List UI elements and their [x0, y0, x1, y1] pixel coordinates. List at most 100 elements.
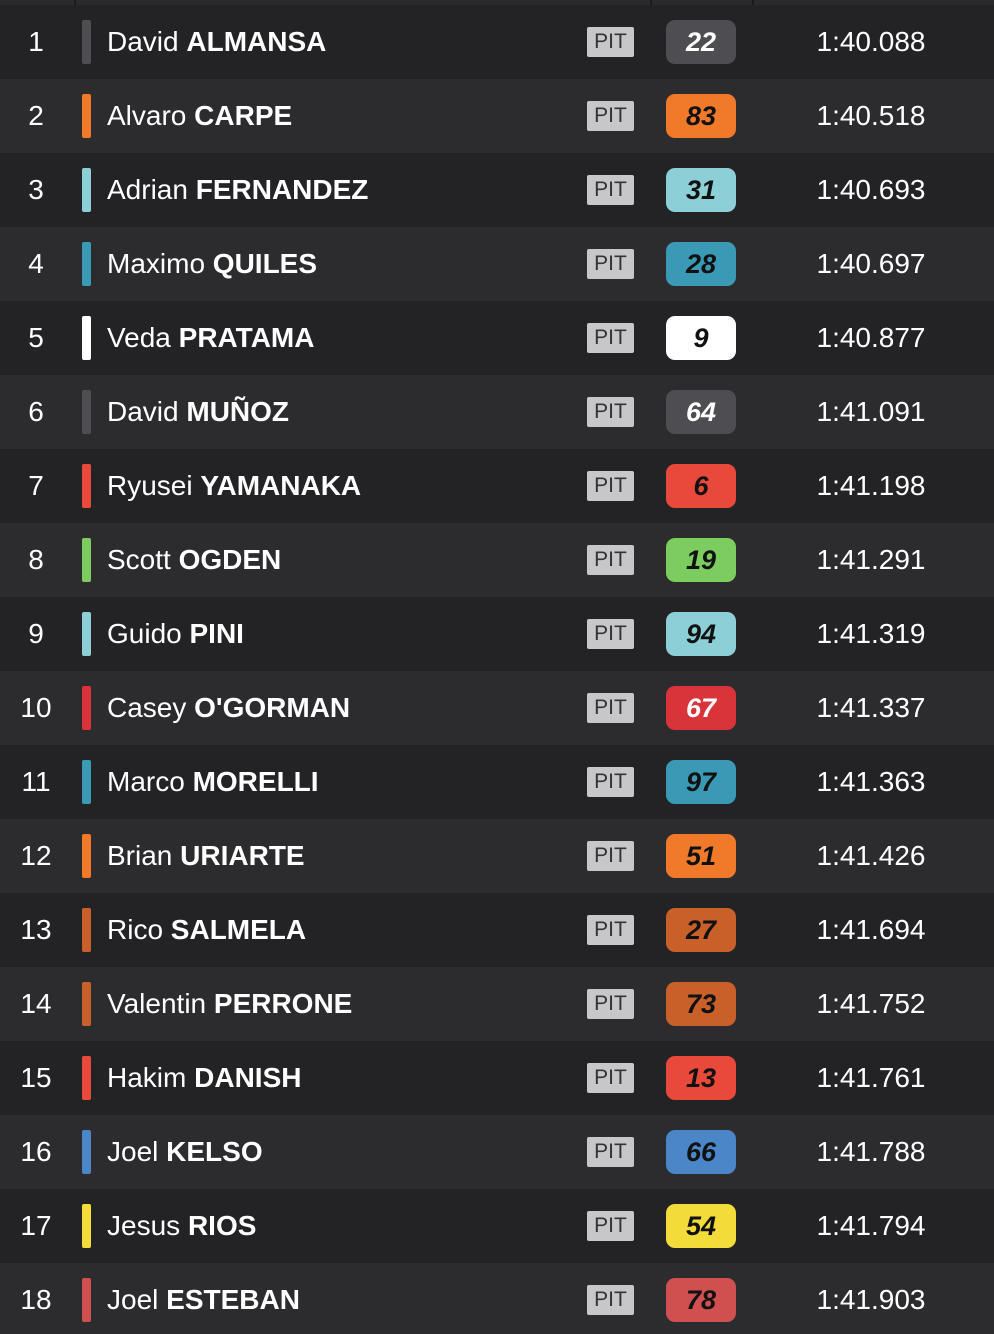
rider-row: 3 Adrian FERNANDEZ PIT 31 1:40.693	[0, 153, 994, 227]
last-name: ALMANSA	[186, 26, 327, 57]
rider-number: 9	[666, 316, 736, 360]
position: 17	[20, 1210, 52, 1241]
separator	[650, 0, 652, 5]
first-name: Brian	[107, 840, 173, 871]
pit-badge: PIT	[587, 1063, 634, 1093]
rider-row: 4 Maximo QUILES PIT 28 1:40.697	[0, 227, 994, 301]
last-name: MORELLI	[192, 766, 319, 797]
position: 13	[20, 914, 52, 945]
position: 2	[28, 100, 44, 131]
rider-name: Scott OGDEN	[107, 523, 281, 597]
pit-badge: PIT	[587, 619, 634, 649]
position: 9	[28, 618, 44, 649]
team-color-bar	[82, 94, 91, 138]
rider-number: 94	[666, 612, 736, 656]
lap-time: 1:41.694	[816, 914, 926, 945]
last-name: O'GORMAN	[194, 692, 351, 723]
team-color-bar	[82, 1278, 91, 1322]
last-name: ESTEBAN	[166, 1284, 300, 1315]
lap-time: 1:40.088	[816, 26, 926, 57]
team-color-bar	[82, 834, 91, 878]
last-name: PRATAMA	[178, 322, 315, 353]
first-name: Scott	[107, 544, 171, 575]
rider-row: 13 Rico SALMELA PIT 27 1:41.694	[0, 893, 994, 967]
rider-name: Rico SALMELA	[107, 893, 306, 967]
separator	[74, 0, 76, 5]
rider-row: 9 Guido PINI PIT 94 1:41.319	[0, 597, 994, 671]
pit-badge: PIT	[587, 693, 634, 723]
rider-number: 73	[666, 982, 736, 1026]
lap-time: 1:41.363	[816, 766, 926, 797]
rider-name: David ALMANSA	[107, 5, 326, 79]
rider-row: 15 Hakim DANISH PIT 13 1:41.761	[0, 1041, 994, 1115]
rider-number: 22	[666, 20, 736, 64]
first-name: Ryusei	[107, 470, 193, 501]
last-name: YAMANAKA	[200, 470, 362, 501]
rider-name: Casey O'GORMAN	[107, 671, 350, 745]
rider-name: Jesus RIOS	[107, 1189, 256, 1263]
pit-badge: PIT	[587, 471, 634, 501]
rider-row: 1 David ALMANSA PIT 22 1:40.088	[0, 5, 994, 79]
rider-number: 54	[666, 1204, 736, 1248]
team-color-bar	[82, 982, 91, 1026]
team-color-bar	[82, 538, 91, 582]
first-name: Valentin	[107, 988, 207, 1019]
lap-time: 1:41.091	[816, 396, 926, 427]
team-color-bar	[82, 760, 91, 804]
rider-name: Veda PRATAMA	[107, 301, 314, 375]
rider-number: 97	[666, 760, 736, 804]
last-name: PERRONE	[213, 988, 353, 1019]
header-strip	[0, 0, 994, 5]
last-name: OGDEN	[178, 544, 282, 575]
pit-badge: PIT	[587, 175, 634, 205]
position: 6	[28, 396, 44, 427]
rider-row: 2 Alvaro CARPE PIT 83 1:40.518	[0, 79, 994, 153]
rider-name: Joel KELSO	[107, 1115, 263, 1189]
rider-row: 12 Brian URIARTE PIT 51 1:41.426	[0, 819, 994, 893]
rider-name: Brian URIARTE	[107, 819, 305, 893]
rider-number: 27	[666, 908, 736, 952]
team-color-bar	[82, 908, 91, 952]
rider-number: 19	[666, 538, 736, 582]
rider-name: Adrian FERNANDEZ	[107, 153, 368, 227]
rider-row: 6 David MUÑOZ PIT 64 1:41.091	[0, 375, 994, 449]
rider-name: Valentin PERRONE	[107, 967, 352, 1041]
last-name: DANISH	[194, 1062, 302, 1093]
rider-name: Alvaro CARPE	[107, 79, 292, 153]
team-color-bar	[82, 1204, 91, 1248]
position: 12	[20, 840, 52, 871]
team-color-bar	[82, 686, 91, 730]
rider-number: 51	[666, 834, 736, 878]
rider-number: 13	[666, 1056, 736, 1100]
rider-number: 83	[666, 94, 736, 138]
rider-row: 16 Joel KELSO PIT 66 1:41.788	[0, 1115, 994, 1189]
first-name: Veda	[107, 322, 171, 353]
rider-row: 14 Valentin PERRONE PIT 73 1:41.752	[0, 967, 994, 1041]
lap-time: 1:41.903	[816, 1284, 926, 1315]
pit-badge: PIT	[587, 101, 634, 131]
rider-name: Guido PINI	[107, 597, 244, 671]
team-color-bar	[82, 316, 91, 360]
team-color-bar	[82, 242, 91, 286]
rider-row: 5 Veda PRATAMA PIT 9 1:40.877	[0, 301, 994, 375]
lap-time: 1:41.752	[816, 988, 926, 1019]
rider-row: 18 Joel ESTEBAN PIT 78 1:41.903	[0, 1263, 994, 1334]
first-name: Hakim	[107, 1062, 187, 1093]
separator	[752, 0, 754, 5]
team-color-bar	[82, 168, 91, 212]
position: 14	[20, 988, 52, 1019]
lap-time: 1:41.198	[816, 470, 926, 501]
lap-time: 1:41.337	[816, 692, 926, 723]
position: 8	[28, 544, 44, 575]
position: 3	[28, 174, 44, 205]
lap-time: 1:41.291	[816, 544, 926, 575]
rider-row: 11 Marco MORELLI PIT 97 1:41.363	[0, 745, 994, 819]
position: 11	[21, 766, 51, 797]
first-name: Joel	[107, 1136, 159, 1167]
team-color-bar	[82, 390, 91, 434]
rider-name: Joel ESTEBAN	[107, 1263, 300, 1334]
rider-row: 8 Scott OGDEN PIT 19 1:41.291	[0, 523, 994, 597]
lap-time: 1:41.426	[816, 840, 926, 871]
rider-number: 78	[666, 1278, 736, 1322]
